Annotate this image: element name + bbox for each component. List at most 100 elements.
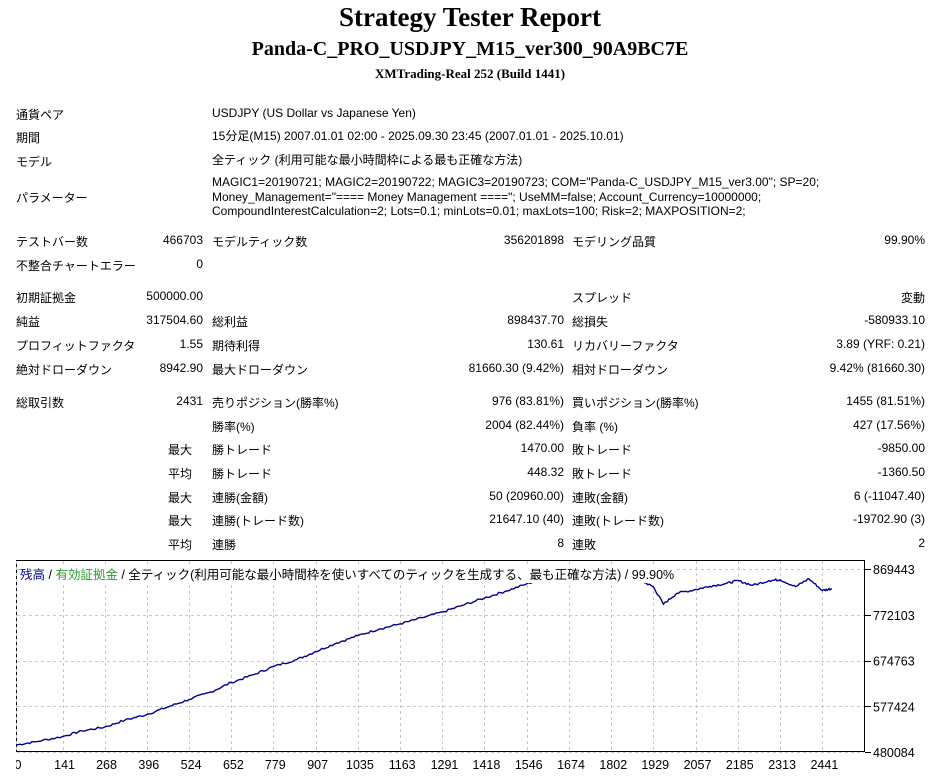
prefix-avg: 平均 [167,467,192,481]
x-tick-label: 1291 [431,758,459,772]
max-consec-loss-count-value: -19702.90 (3) [852,512,925,526]
avg-consec-win-value: 8 [557,536,564,550]
stats-row-trades: 総取引数 2431 売りポジション(勝率%) 976 (83.81%) 買いポジ… [0,394,940,410]
x-tick-label: 524 [181,758,202,772]
params-line-3: CompoundInterestCalculation=2; Lots=0.1;… [212,204,746,218]
x-tick-label: 2057 [684,758,712,772]
y-tick-label: 772103 [873,609,915,623]
max-consec-win-count-label: 連勝(トレード数) [212,514,304,528]
stats-row-avg-consec: 平均 連勝 8 連敗 2 [0,536,940,552]
server-build: XMTrading-Real 252 (Build 1441) [374,66,566,81]
expected-label: 期待利得 [212,339,261,353]
quality-value: 99.90% [884,233,925,247]
avg-loss-label: 敗トレード [572,467,633,481]
stats-row-pf: プロフィットファクタ 1.55 期待利得 130.61 リカバリーファクタ 3.… [0,337,940,353]
x-tick-label: 779 [265,758,286,772]
model-value: 全ティック (利用可能な最小時間枠による最も正確な方法) [212,153,523,167]
x-tick-label: 396 [138,758,159,772]
gross-loss-label: 総損失 [572,315,609,329]
y-tick-label: 480084 [873,746,915,760]
x-tick-label: 652 [223,758,244,772]
params-line-1: MAGIC1=20190721; MAGIC2=20190722; MAGIC3… [212,175,820,189]
avg-win-value: 448.32 [527,465,564,479]
x-tick-label: 1418 [473,758,501,772]
ea-name: Panda-C_PRO_USDJPY_M15_ver300_90A9BC7E [251,38,689,60]
stats-row-drawdown: 絶対ドローダウン 8942.90 最大ドローダウン 81660.30 (9.42… [0,361,940,377]
win-rate-value: 2004 (82.44%) [485,418,564,432]
long-value: 1455 (81.51%) [846,394,925,408]
stats-row-winrate: 勝率(%) 2004 (82.44%) 負率 (%) 427 (17.56%) [0,418,940,434]
report-title: Strategy Tester Report [339,2,601,32]
model-label: モデル [16,155,53,169]
largest-win-label: 勝トレード [212,443,273,457]
prefix-max: 最大 [167,514,192,528]
x-tick-label: 1929 [641,758,669,772]
loss-rate-value: 427 (17.56%) [852,418,925,432]
x-tick-label: 1674 [557,758,585,772]
pf-label: プロフィットファクタ [16,339,136,353]
y-tick-label: 674763 [873,655,915,669]
stats-row-bars: テストバー数 466703 モデルティック数 356201898 モデリング品質… [0,233,940,249]
max-dd-value: 81660.30 (9.42%) [468,361,564,375]
y-tick-label: 869443 [873,563,915,577]
max-consec-loss-money-value: 6 (-11047.40) [853,489,925,503]
net-label: 純益 [16,315,41,329]
y-tick-label: 577424 [873,700,915,714]
max-consec-win-money-value: 50 (20960.00) [489,489,564,503]
legend-equity: 有効証拠金 [55,568,118,582]
stats-row-consec-money: 最大 連勝(金額) 50 (20960.00) 連敗(金額) 6 (-11047… [0,489,940,505]
short-label: 売りポジション(勝率%) [212,396,339,410]
avg-consec-win-label: 連勝 [212,538,237,552]
expected-value: 130.61 [527,337,564,351]
largest-loss-label: 敗トレード [572,443,633,457]
spread-label: スプレッド [572,291,633,305]
bars-label: テストバー数 [16,235,89,249]
x-tick-label: 1035 [346,758,374,772]
plot-area [16,560,865,752]
max-dd-label: 最大ドローダウン [212,363,309,377]
recovery-value: 3.89 (YRF: 0.21) [836,337,925,351]
period-label: 期間 [16,131,41,145]
x-tick-label: 1163 [389,758,416,772]
legend-separator: / [45,568,56,582]
quality-label: モデリング品質 [572,235,657,249]
rel-dd-value: 9.42% (81660.30) [829,361,925,375]
params-label: パラメーター [16,191,88,205]
net-value: 317504.60 [146,313,203,327]
x-tick-label: 2441 [810,758,838,772]
chart-svg: 0 141 268 396 524 652 779 907 1035 1163 1291 1418 15… [16,560,915,772]
balance-line [16,564,833,746]
short-value: 976 (83.81%) [491,394,564,408]
avg-consec-loss-value: 2 [918,536,925,550]
stats-row-mismatch: 不整合チャートエラー 0 [0,257,940,273]
x-tick-label: 268 [96,758,117,772]
x-tick-label: 141 [54,758,75,772]
symbol-label: 通貨ペア [16,108,65,122]
stats-row-deposit: 初期証拠金 500000.00 スプレッド 変動 [0,289,940,305]
mismatch-label: 不整合チャートエラー [16,259,136,273]
stats-row-consec-count: 最大 連勝(トレード数) 21647.10 (40) 連敗(トレード数) -19… [0,512,940,528]
total-trades-label: 総取引数 [16,396,65,410]
chart-legend: 残高 / 有効証拠金 / 全ティック(利用可能な最小時間枠を使いすべてのティック… [20,564,675,583]
pf-value: 1.55 [179,337,203,351]
mismatch-value: 0 [196,257,203,271]
gross-loss-value: -580933.10 [864,313,925,327]
stats-row-largest: 最大 勝トレード 1470.00 敗トレード -9850.00 [0,441,940,457]
ticks-value: 356201898 [503,233,564,247]
legend-description: / 全ティック(利用可能な最小時間枠を使いすべてのティックを生成する、最も正確な… [117,568,675,582]
gross-profit-label: 総利益 [212,315,249,329]
symbol-value: USDJPY (US Dollar vs Japanese Yen) [212,106,416,120]
gross-profit-value: 898437.70 [507,313,564,327]
largest-loss-value: -9850.00 [877,441,925,455]
abs-dd-value: 8942.90 [159,361,203,375]
deposit-label: 初期証拠金 [16,291,77,305]
period-value: 15分足(M15) 2007.01.01 02:00 - 2025.09.30 … [212,129,624,143]
prefix-avg: 平均 [167,538,192,552]
stats-row-average: 平均 勝トレード 448.32 敗トレード -1360.50 [0,465,940,481]
bars-value: 466703 [162,233,203,247]
x-tick-label: 2313 [768,758,796,772]
stats-row-net: 純益 317504.60 総利益 898437.70 総損失 -580933.1… [0,313,940,329]
balance-chart-plot: 0 141 268 396 524 652 779 907 1035 1163 1291 1418 15… [16,560,940,780]
deposit-value: 500000.00 [146,289,203,303]
legend-balance: 残高 [20,568,46,582]
